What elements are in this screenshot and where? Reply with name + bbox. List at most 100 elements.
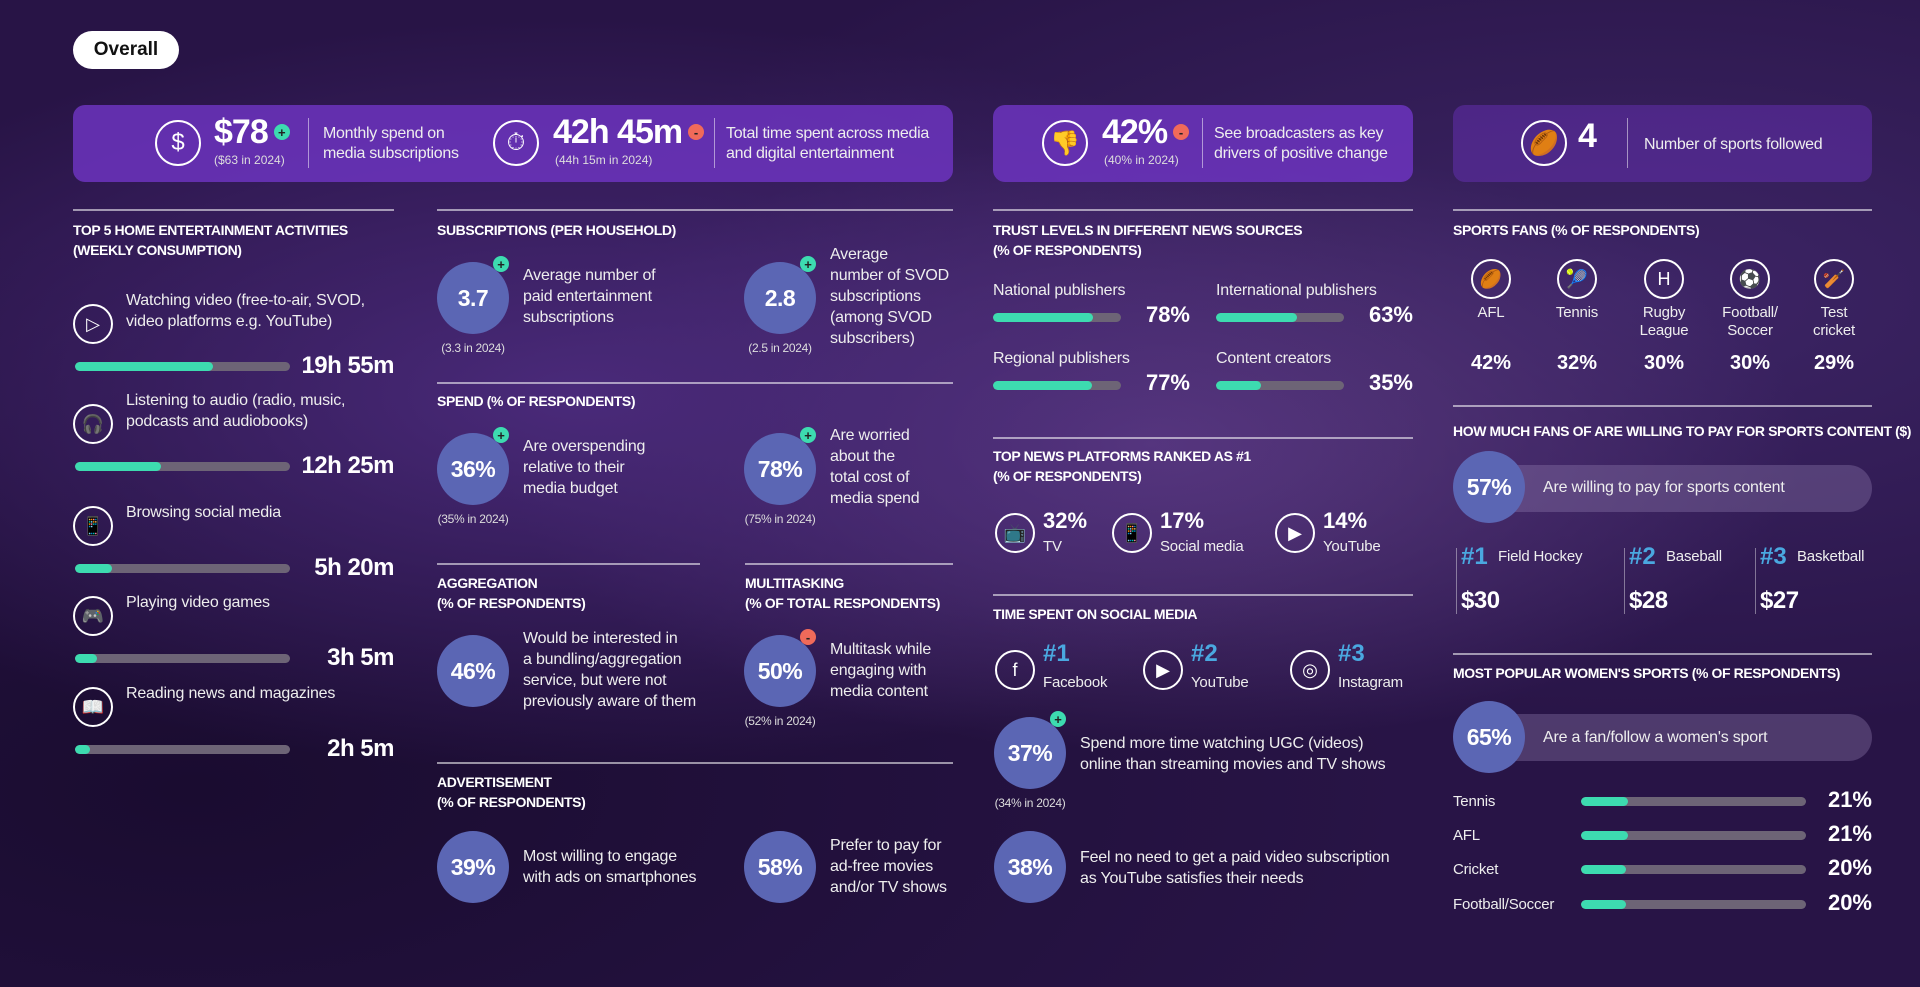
stat-circle: 39% xyxy=(437,831,509,903)
divider xyxy=(1453,405,1872,407)
stat-circle: 37% xyxy=(994,717,1066,789)
decrease-icon: - xyxy=(688,124,705,140)
increase-icon: + xyxy=(800,427,816,443)
banner-prev: (40% in 2024) xyxy=(1104,153,1179,167)
soccer-ball-icon: ⚽ xyxy=(1730,259,1770,299)
activity-progress-bar xyxy=(75,745,290,754)
section-title: TIME SPENT ON SOCIAL MEDIA xyxy=(993,606,1198,622)
price-value: $27 xyxy=(1760,587,1799,614)
activity-progress-bar xyxy=(75,362,290,371)
rank-number: #2 xyxy=(1629,543,1656,570)
decrease-icon: - xyxy=(800,629,816,645)
tv-icon: 📺 xyxy=(995,513,1035,553)
cricket-icon: 🏏 xyxy=(1814,259,1854,299)
stat-circle: 58% xyxy=(744,831,816,903)
increase-icon: + xyxy=(800,256,816,272)
section-title: MOST POPULAR WOMEN'S SPORTS (% OF RESPON… xyxy=(1453,665,1841,681)
banner-value-row: 42h 45m - xyxy=(553,112,705,152)
trust-value: 78% xyxy=(1145,302,1190,327)
section-title: SPEND (% OF RESPONDENTS) xyxy=(437,393,636,409)
stat-circle: 65% xyxy=(1453,701,1525,773)
trust-bar xyxy=(1216,313,1344,322)
gamepad-icon: 🎮 xyxy=(73,596,113,636)
increase-icon: + xyxy=(273,124,290,140)
stat-desc: Prefer to pay for ad-free movies and/or TV… xyxy=(830,837,947,896)
section-title: SUBSCRIPTIONS (PER HOUSEHOLD) xyxy=(437,222,676,238)
rank-number: #2 xyxy=(1191,640,1218,667)
stat-prev: (52% in 2024) xyxy=(744,714,816,728)
divider xyxy=(1624,548,1625,614)
sport-value: 30% xyxy=(1643,352,1685,374)
sport-label: AFL xyxy=(1477,304,1505,321)
stat-desc: Feel no need to get a paid video subscri… xyxy=(1080,849,1390,887)
stat-prev: (34% in 2024) xyxy=(994,796,1066,810)
stat-desc: Most willing to engage with ads on smartp… xyxy=(523,848,697,886)
stat-desc: Are overspending relative to their media b… xyxy=(523,438,646,497)
platform-label: Social media xyxy=(1160,538,1244,555)
section-title: ADVERTISEMENT (% OF RESPONDENTS) xyxy=(437,774,586,810)
divider xyxy=(1627,118,1628,168)
banner-value: 42% xyxy=(1102,113,1168,151)
divider xyxy=(437,762,953,764)
sport-value: 20% xyxy=(1827,890,1872,915)
banner-prev: ($63 in 2024) xyxy=(214,153,285,167)
stat-circle: 46% xyxy=(437,635,509,707)
sport-label: Rugby League xyxy=(1639,304,1689,339)
book-icon: 📖 xyxy=(73,687,113,727)
sport-value: 29% xyxy=(1813,352,1855,374)
stat-pill xyxy=(1460,465,1872,512)
sport-label: Tennis xyxy=(1453,793,1496,810)
football-icon: 🏉 xyxy=(1521,120,1567,166)
trust-bar xyxy=(993,313,1121,322)
headphones-icon: 🎧 xyxy=(73,404,113,444)
platform-label: TV xyxy=(1043,538,1062,555)
divider xyxy=(714,118,715,168)
youtube-icon: ▶ xyxy=(1143,650,1183,690)
divider xyxy=(437,209,953,211)
stat-desc: Multitask while engaging with media conten… xyxy=(830,641,932,700)
instagram-icon: ◎ xyxy=(1290,650,1330,690)
stat-desc: Are worried about the total cost of media s… xyxy=(830,427,920,507)
banner-desc: See broadcasters as key drivers of positi… xyxy=(1214,125,1388,162)
banner-desc: Total time spent across media and digital… xyxy=(726,125,929,162)
platform-label: Instagram xyxy=(1338,674,1403,691)
rugby-posts-icon: H xyxy=(1644,259,1684,299)
sport-value: 42% xyxy=(1470,352,1512,374)
sport-label: Football/Soccer xyxy=(1722,304,1778,339)
sport-label: Field Hockey xyxy=(1498,548,1583,565)
rank-number: #1 xyxy=(1043,640,1070,667)
stat-desc: Are willing to pay for sports content xyxy=(1543,479,1785,496)
divider xyxy=(437,382,953,384)
phone-social-icon: 📱 xyxy=(73,506,113,546)
banner-value-row: 42% - xyxy=(1102,112,1190,152)
activity-progress-bar xyxy=(75,462,290,471)
stat-circle: 3.7 xyxy=(437,262,509,334)
platform-label: YouTube xyxy=(1191,674,1249,691)
rank-number: #3 xyxy=(1338,640,1365,667)
stat-circle: 38% xyxy=(994,831,1066,903)
activity-label: Playing video games xyxy=(126,594,270,611)
stat-circle: 50% xyxy=(744,635,816,707)
stat-circle: 57% xyxy=(1453,451,1525,523)
activity-progress-bar xyxy=(75,564,290,573)
trust-label: Regional publishers xyxy=(993,350,1130,367)
divider xyxy=(993,437,1413,439)
banner-value: $78 xyxy=(214,113,269,151)
section-title: TRUST LEVELS IN DIFFERENT NEWS SOURCES (%… xyxy=(993,222,1303,258)
dollar-icon: $ xyxy=(155,120,201,166)
tab-overall[interactable]: Overall xyxy=(73,31,179,69)
trust-bar xyxy=(1216,381,1344,390)
rank-number: #1 xyxy=(1461,543,1488,570)
platform-value: 32% xyxy=(1043,508,1088,533)
banner-prev: (44h 15m in 2024) xyxy=(555,153,653,167)
section-title: HOW MUCH FANS OF ARE WILLING TO PAY FOR … xyxy=(1453,423,1911,439)
platform-label: Facebook xyxy=(1043,674,1108,691)
divider xyxy=(1453,653,1872,655)
banner-value: 42h 45m xyxy=(553,113,683,151)
activity-value: 19h 55m xyxy=(301,352,394,379)
stat-prev: (3.3 in 2024) xyxy=(441,341,505,355)
sport-label: Test cricket xyxy=(1813,304,1855,339)
activity-label: Reading news and magazines xyxy=(126,685,336,702)
activity-value: 3h 5m xyxy=(327,644,394,671)
sport-label: Tennis xyxy=(1555,304,1599,321)
